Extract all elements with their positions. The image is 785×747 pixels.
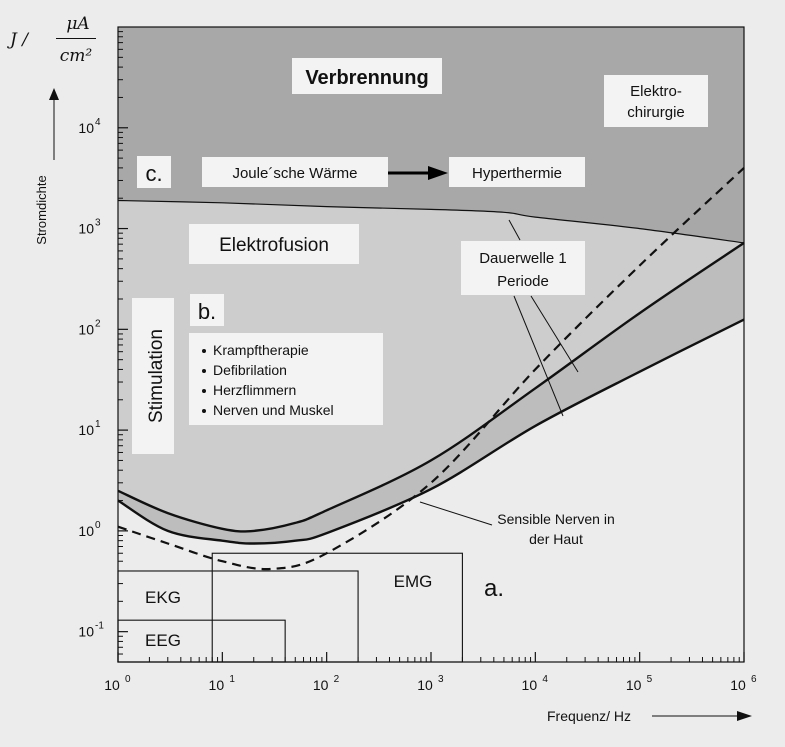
dauerwelle-leader-top [508,219,521,241]
b-box [190,294,224,326]
stimulation-list: Krampftherapie Defibrilation Herzflimmern N… [202,342,334,418]
y-tick-exponent: 4 [95,117,101,128]
x-tick-exponent: 5 [647,674,653,685]
dauerwelle-leader-2 [530,295,579,373]
hyperthermie-box [449,157,585,187]
joule-arrow-head [428,166,448,180]
c-box [137,156,171,188]
axes: 10 0 10 1 10 2 10 3 10 4 10 5 10 610 -110 010 110 210 310 4 [78,31,757,693]
verbrennung-label: Verbrennung [305,67,428,89]
x-tick-exponent: 1 [229,674,235,685]
elektrofusion-box [189,224,359,264]
bullet-item: Nerven und Muskel [213,402,334,418]
elektrochirurgie-label-2: chirurgie [627,104,685,121]
y-tick-label: 10 [78,624,94,640]
a-label: a. [484,575,504,602]
bullet-dot [202,389,206,393]
bullet-item: Krampftherapie [213,342,309,358]
sensible-label-1: Sensible Nerven in [497,511,615,527]
region-label-eeg: EEG [145,631,181,650]
x-tick-label: 10 [522,677,538,693]
y-unit-numerator: μA [66,14,90,34]
dauerwelle-leader-1 [513,295,564,417]
x-tick-exponent: 4 [542,674,548,685]
y-tick-exponent: 3 [95,218,101,229]
x-axis-arrow-head [737,711,752,721]
bullet-item: Herzflimmern [213,382,296,398]
stimulation-label: Stimulation [146,329,167,423]
stimulation-list-box [189,333,383,425]
curves [117,167,745,571]
x-tick-exponent: 0 [125,674,131,685]
hyperthermie-label: Hyperthermie [472,165,562,182]
b-label: b. [198,299,216,324]
sensible-leader [419,501,493,526]
x-tick-label: 10 [313,677,329,693]
dark-region [118,27,744,243]
series-line-2 [117,241,745,533]
bullet-dot [202,409,206,413]
y-tick-exponent: 0 [95,520,101,531]
sensible-label-2: der Haut [529,531,583,547]
joule-box [202,157,388,187]
x-tick-exponent: 6 [751,674,757,685]
stimulation-box [132,298,174,454]
dauerwelle-label-2: Periode [497,273,549,290]
elektrochirurgie-box [604,75,708,127]
verbrennung-box [292,58,442,94]
x-tick-label: 10 [417,677,433,693]
y-axis-label: Stromdichte [34,175,49,244]
y-tick-exponent: 2 [95,318,101,329]
region-label-emg: EMG [394,572,433,591]
y-tick-exponent: -1 [95,621,104,632]
annotations: Verbrennung Elektro- chirurgie c. Joule´… [132,58,708,602]
dauerwelle-label-1: Dauerwelle 1 [479,250,567,267]
y-unit-fraction-bar [56,38,96,39]
bullet-dot [202,369,206,373]
y-tick-label: 10 [78,422,94,438]
c-label: c. [145,161,162,186]
y-tick-exponent: 1 [95,419,101,430]
bullet-dot [202,349,206,353]
y-axis-unit: J / μA cm² [8,12,108,72]
y-unit-symbol: J / [10,30,28,50]
series-line-1 [117,199,745,244]
x-tick-label: 10 [209,677,225,693]
y-tick-label: 10 [78,120,94,136]
dauerwelle-box [461,241,585,295]
elektrofusion-label: Elektrofusion [219,235,329,256]
region-label-ekg: EKG [145,588,181,607]
x-axis-label: Frequenz/ Hz [547,708,631,724]
y-unit-denominator: cm² [59,46,93,66]
bullet-item: Defibrilation [213,362,287,378]
elektrochirurgie-label-1: Elektro- [630,83,682,100]
series-line-3 [117,318,745,545]
series-line-4 [117,167,745,571]
joule-label: Joule´sche Wärme [232,165,357,182]
x-tick-label: 10 [626,677,642,693]
y-tick-label: 10 [78,523,94,539]
y-tick-label: 10 [78,221,94,237]
x-tick-exponent: 2 [334,674,340,685]
y-axis-arrow-head [49,88,59,100]
x-tick-exponent: 3 [438,674,444,685]
x-tick-label: 10 [730,677,746,693]
y-tick-label: 10 [78,321,94,337]
x-tick-label: 10 [104,677,120,693]
